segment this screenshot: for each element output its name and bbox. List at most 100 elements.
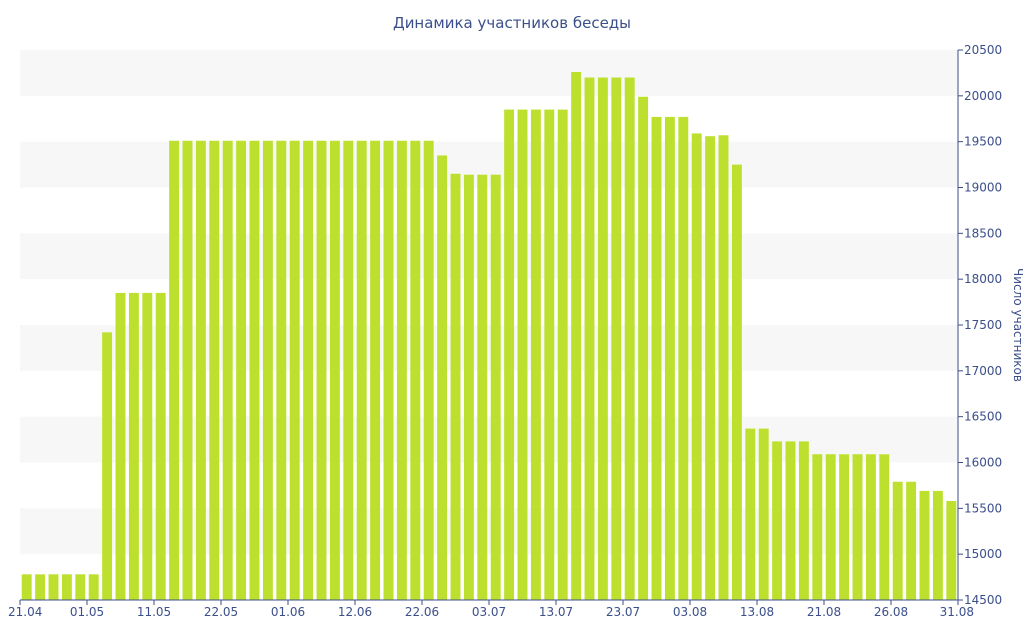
bar[interactable] — [128, 292, 139, 600]
bar[interactable] — [611, 77, 622, 601]
bar[interactable] — [705, 136, 716, 601]
bar[interactable] — [865, 454, 876, 600]
bar[interactable] — [316, 140, 327, 600]
bar[interactable] — [517, 109, 528, 600]
background-band — [20, 50, 958, 96]
y-tick-label: 20000 — [964, 89, 1002, 103]
bar[interactable] — [678, 116, 689, 601]
bar[interactable] — [343, 140, 354, 600]
bar[interactable] — [236, 140, 247, 600]
bar[interactable] — [932, 490, 943, 600]
x-tick-label: 21.08 — [807, 605, 841, 619]
bar[interactable] — [370, 140, 381, 600]
bar[interactable] — [798, 441, 809, 600]
x-tick-label: 03.07 — [472, 605, 506, 619]
bar[interactable] — [504, 109, 515, 600]
bar[interactable] — [383, 140, 394, 600]
bar[interactable] — [571, 72, 582, 600]
bar[interactable] — [276, 140, 287, 600]
y-tick-label: 16500 — [964, 410, 1002, 424]
bar[interactable] — [825, 454, 836, 600]
y-tick-label: 18000 — [964, 272, 1002, 286]
bar[interactable] — [812, 454, 823, 600]
bar[interactable] — [718, 135, 729, 600]
x-tick-label: 31.08 — [940, 605, 974, 619]
chart-title: Динамика участников беседы — [393, 14, 631, 32]
bar[interactable] — [102, 332, 113, 600]
bar[interactable] — [892, 481, 903, 600]
bar[interactable] — [785, 441, 796, 600]
y-tick-label: 16000 — [964, 456, 1002, 470]
bar[interactable] — [75, 574, 86, 600]
y-tick-label: 18500 — [964, 226, 1002, 240]
bar[interactable] — [209, 140, 220, 600]
bar[interactable] — [463, 174, 474, 601]
bar[interactable] — [651, 116, 662, 601]
bar[interactable] — [490, 174, 501, 601]
bar[interactable] — [88, 574, 99, 600]
x-tick-label: 13.08 — [740, 605, 774, 619]
bar[interactable] — [142, 292, 153, 600]
bar[interactable] — [303, 140, 314, 600]
bar[interactable] — [437, 155, 448, 601]
bar[interactable] — [584, 77, 595, 601]
x-tick-label: 11.05 — [137, 605, 171, 619]
bar[interactable] — [169, 140, 180, 600]
y-ticks: 14500 15000 15500 16000 16500 17000 17500 18000… — [958, 43, 1002, 607]
bar[interactable] — [356, 140, 367, 600]
bar[interactable] — [557, 109, 568, 600]
x-tick-label: 13.07 — [539, 605, 573, 619]
x-tick-label: 22.06 — [405, 605, 439, 619]
bar[interactable] — [638, 96, 649, 600]
bar[interactable] — [731, 164, 742, 600]
bar[interactable] — [839, 454, 850, 600]
x-tick-label: 22.05 — [204, 605, 238, 619]
bar[interactable] — [35, 574, 46, 600]
bar[interactable] — [772, 441, 783, 600]
bar[interactable] — [222, 140, 233, 600]
bar[interactable] — [289, 140, 300, 600]
y-tick-label: 15500 — [964, 501, 1002, 515]
bar[interactable] — [664, 116, 675, 601]
x-tick-label: 12.06 — [338, 605, 372, 619]
x-ticks: 21.04 01.05 11.05 22.05 01.06 12.06 22.06 03.07… — [8, 600, 974, 619]
bar[interactable] — [410, 140, 421, 600]
bar[interactable] — [597, 77, 608, 601]
bar[interactable] — [745, 428, 756, 600]
y-tick-label: 14500 — [964, 593, 1002, 607]
bar[interactable] — [249, 140, 260, 600]
bar[interactable] — [182, 140, 193, 600]
bar[interactable] — [906, 481, 917, 600]
bar[interactable] — [477, 174, 488, 601]
x-tick-label: 23.07 — [606, 605, 640, 619]
background-band — [20, 233, 958, 280]
y-tick-label: 20500 — [964, 43, 1002, 57]
x-tick-label: 01.06 — [271, 605, 305, 619]
bar[interactable] — [879, 454, 890, 600]
bar[interactable] — [758, 428, 769, 600]
bar[interactable] — [155, 292, 166, 600]
bar[interactable] — [21, 574, 32, 600]
y-axis-label: Число участников — [1011, 268, 1024, 382]
y-tick-label: 17000 — [964, 364, 1002, 378]
bar[interactable] — [48, 574, 59, 600]
x-tick-label: 21.04 — [8, 605, 42, 619]
bar[interactable] — [329, 140, 340, 600]
bar[interactable] — [624, 77, 635, 601]
bar[interactable] — [262, 140, 273, 600]
x-tick-label: 01.05 — [70, 605, 104, 619]
bar[interactable] — [852, 454, 863, 600]
bar[interactable] — [423, 140, 434, 600]
bar[interactable] — [450, 173, 461, 600]
bar[interactable] — [530, 109, 541, 600]
bar[interactable] — [195, 140, 206, 600]
bar[interactable] — [691, 133, 702, 601]
bar[interactable] — [61, 574, 72, 600]
bar[interactable] — [919, 490, 930, 600]
bar[interactable] — [115, 292, 126, 600]
bar[interactable] — [946, 501, 957, 600]
bar[interactable] — [396, 140, 407, 600]
bar[interactable] — [544, 109, 555, 600]
